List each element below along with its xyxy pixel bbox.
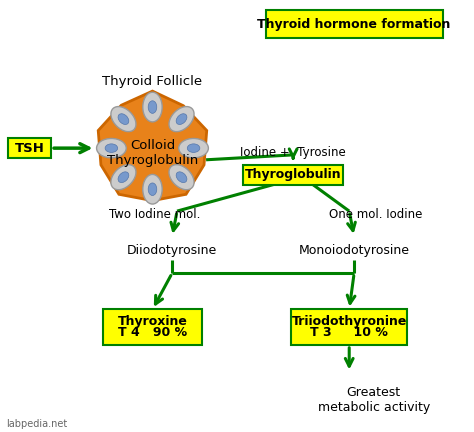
- Ellipse shape: [143, 92, 162, 122]
- FancyBboxPatch shape: [103, 309, 201, 345]
- Text: Iodine +  Tyrosine: Iodine + Tyrosine: [240, 146, 346, 159]
- Ellipse shape: [176, 172, 187, 183]
- Ellipse shape: [169, 165, 194, 190]
- FancyBboxPatch shape: [243, 165, 343, 184]
- FancyBboxPatch shape: [8, 138, 51, 158]
- Ellipse shape: [169, 107, 194, 132]
- Ellipse shape: [105, 144, 118, 152]
- Text: Colloid
Thyroglobulin: Colloid Thyroglobulin: [107, 139, 198, 167]
- Text: Triiodothyronine: Triiodothyronine: [292, 315, 407, 328]
- Text: labpedia.net: labpedia.net: [6, 419, 67, 429]
- Ellipse shape: [111, 107, 136, 132]
- Ellipse shape: [118, 114, 129, 124]
- Text: Greatest
metabolic activity: Greatest metabolic activity: [318, 386, 430, 414]
- Ellipse shape: [111, 165, 136, 190]
- Ellipse shape: [179, 138, 209, 158]
- Text: Two Iodine mol.: Two Iodine mol.: [109, 207, 200, 221]
- Text: Thyroid hormone formation: Thyroid hormone formation: [257, 18, 451, 31]
- Text: Thyroid Follicle: Thyroid Follicle: [102, 75, 202, 88]
- Text: Thyroglobulin: Thyroglobulin: [245, 168, 341, 181]
- Ellipse shape: [148, 101, 157, 113]
- Text: One mol. Iodine: One mol. Iodine: [329, 207, 422, 221]
- Ellipse shape: [118, 172, 129, 183]
- Text: Diiodotyrosine: Diiodotyrosine: [127, 244, 217, 257]
- Polygon shape: [98, 91, 207, 200]
- Ellipse shape: [176, 114, 187, 124]
- Text: Thyroxine: Thyroxine: [118, 315, 187, 328]
- Ellipse shape: [143, 175, 162, 204]
- Ellipse shape: [187, 144, 200, 152]
- Text: T 3     10 %: T 3 10 %: [310, 326, 388, 340]
- Text: Monoiodotyrosine: Monoiodotyrosine: [299, 244, 410, 257]
- Text: TSH: TSH: [15, 142, 45, 155]
- FancyBboxPatch shape: [291, 309, 407, 345]
- Text: T 4   90 %: T 4 90 %: [118, 326, 187, 340]
- Ellipse shape: [148, 183, 157, 196]
- Ellipse shape: [97, 138, 126, 158]
- FancyBboxPatch shape: [265, 10, 443, 38]
